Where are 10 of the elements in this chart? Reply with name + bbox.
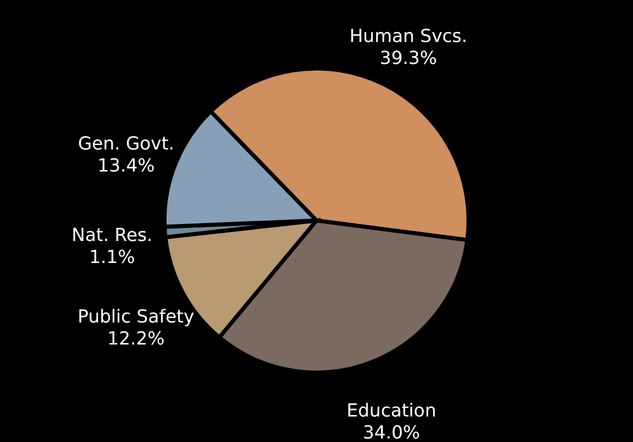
slice-label: Nat. Res. [72, 225, 153, 246]
data-label: 1.1% [89, 247, 135, 268]
slice-label: Human Svcs. [350, 26, 468, 48]
slice-label: Public Safety [78, 306, 195, 328]
slice-label: Gen. Govt. [78, 133, 174, 154]
data-label: 12.2% [107, 328, 165, 350]
data-label: 13.4% [98, 155, 155, 176]
slice-label: Education [346, 400, 436, 422]
data-label: 34.0% [362, 422, 420, 442]
data-label: 39.3% [380, 48, 437, 70]
